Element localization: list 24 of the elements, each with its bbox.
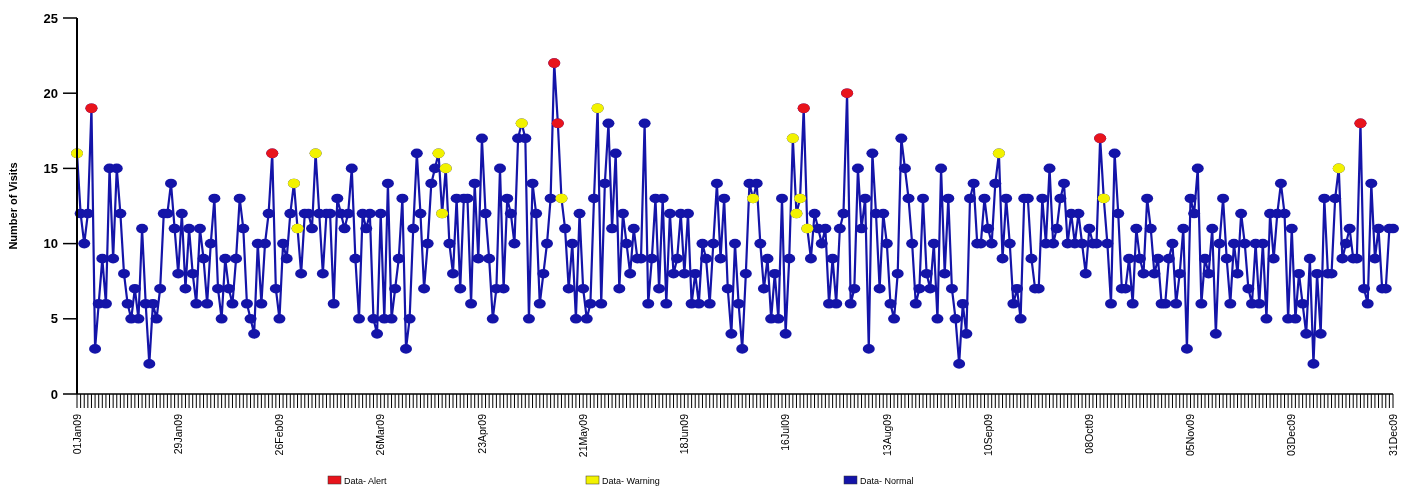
x-tick-label: 26Feb09 <box>273 413 286 456</box>
y-tick-label: 15 <box>43 160 58 176</box>
y-tick-label: 25 <box>43 10 58 26</box>
x-tick-label: 08Oct09 <box>1082 413 1095 454</box>
x-tick-label: 13Aug09 <box>880 413 893 457</box>
y-tick-label: 10 <box>43 236 58 252</box>
x-tick-label: 21May09 <box>576 413 589 458</box>
x-tick-label: 10Sep09 <box>981 413 994 457</box>
y-tick-label: 20 <box>43 85 58 101</box>
legend-label: Data- Normal <box>860 476 914 486</box>
x-tick-label: 31Dec09 <box>1386 413 1399 457</box>
x-tick-label: 16Jul09 <box>779 413 792 451</box>
x-tick-label: 29Jan09 <box>171 413 184 455</box>
x-tick-label: 01Jan09 <box>70 413 83 455</box>
y-axis-title: Number of Visits <box>7 162 19 250</box>
y-tick-label: 0 <box>50 386 58 402</box>
x-tick-label: 03Dec09 <box>1285 413 1298 457</box>
legend-label: Data- Alert <box>344 476 388 486</box>
x-tick-label: 05Nov09 <box>1184 413 1197 457</box>
y-tick-label: 5 <box>50 311 58 327</box>
x-tick-label: 23Apr09 <box>475 413 488 454</box>
x-tick-label: 26Mar09 <box>374 413 387 456</box>
x-tick-label: 18Jun09 <box>678 413 691 455</box>
legend-label: Data- Warning <box>602 476 660 486</box>
